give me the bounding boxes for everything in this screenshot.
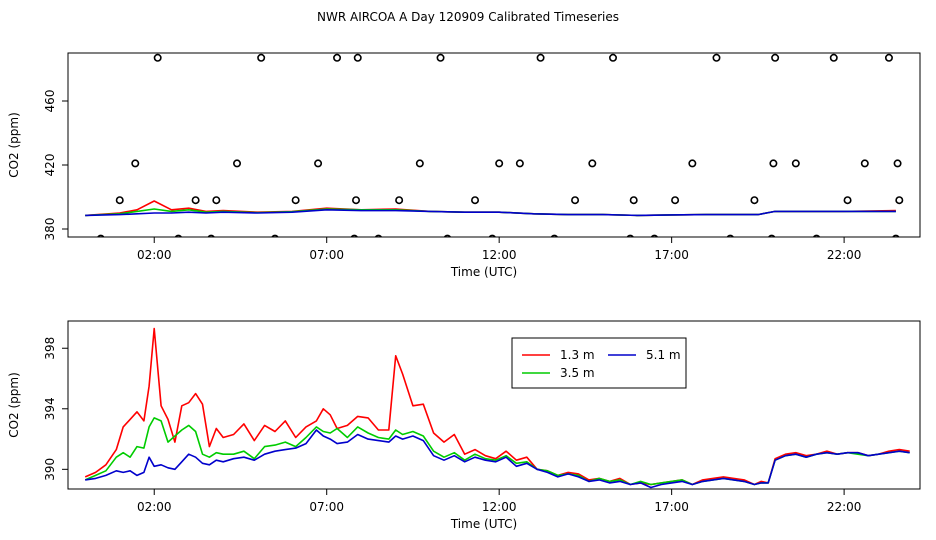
- scatter-point: [843, 196, 852, 205]
- y-tick-label: 460: [43, 90, 57, 113]
- scatter-point: [771, 53, 780, 62]
- legend-box: [511, 337, 687, 389]
- scatter-point: [750, 196, 759, 205]
- plot-frame: [67, 320, 921, 490]
- scatter-point: [131, 159, 140, 168]
- scatter-point: [353, 53, 362, 62]
- scatter-point: [471, 196, 480, 205]
- plot-frame: [67, 52, 921, 238]
- scatter-point: [436, 53, 445, 62]
- scatter-point: [812, 234, 821, 237]
- scatter-point: [712, 53, 721, 62]
- x-axis-title: Time (UTC): [450, 517, 517, 531]
- scatter-point: [271, 234, 279, 237]
- scatter-point: [626, 234, 634, 237]
- scatter-point: [191, 196, 200, 205]
- scatter-point: [726, 234, 734, 237]
- legend-label: 3.5 m: [560, 366, 595, 380]
- y-axis-title: CO2 (ppm): [7, 372, 21, 438]
- scatter-point: [488, 234, 496, 237]
- scatter-point: [688, 159, 697, 168]
- scatter-point: [860, 159, 869, 168]
- legend-label: 1.3 m: [560, 348, 595, 362]
- scatter-point: [174, 234, 183, 237]
- scatter-point: [97, 234, 105, 237]
- y-tick-label: 420: [43, 154, 57, 177]
- scatter-point: [609, 53, 618, 62]
- scatter-point: [884, 53, 893, 62]
- scatter-point: [791, 159, 800, 168]
- x-tick-label: 02:00: [137, 248, 172, 262]
- scatter-point: [892, 234, 900, 237]
- scatter-point: [443, 234, 452, 237]
- y-tick-label: 380: [43, 218, 57, 241]
- scatter-point: [629, 196, 638, 205]
- scatter-point: [333, 53, 342, 62]
- bottom-panel: 02:00 07:00 12:00 17:00 22:00 390 394 398 Time (…: [7, 320, 921, 531]
- scatter-point: [536, 53, 545, 62]
- series-line-3-5-m: [84, 417, 910, 486]
- scatter-point: [550, 234, 559, 237]
- series-line-5-1-m: [85, 209, 896, 217]
- scatter-point: [233, 159, 242, 168]
- scatter-point: [314, 159, 323, 168]
- scatter-point: [415, 159, 424, 168]
- x-tick-label: 07:00: [309, 500, 344, 514]
- x-tick-label: 12:00: [482, 500, 517, 514]
- x-tick-label: 22:00: [827, 248, 862, 262]
- scatter-point: [350, 234, 358, 237]
- y-tick-label: 390: [43, 458, 57, 481]
- scatter-point: [495, 159, 504, 168]
- y-tick-label: 394: [43, 397, 57, 420]
- plot-area: [84, 327, 910, 489]
- scatter-point: [893, 159, 902, 168]
- x-tick-label: 17:00: [654, 500, 689, 514]
- x-tick-label: 02:00: [137, 500, 172, 514]
- x-tick-label: 12:00: [482, 248, 517, 262]
- scatter-point: [352, 196, 361, 205]
- x-axis-title: Time (UTC): [450, 265, 517, 279]
- legend-label: 5.1 m: [646, 348, 681, 362]
- scatter-point: [515, 159, 524, 168]
- scatter-point: [212, 196, 221, 205]
- scatter-point: [257, 53, 266, 62]
- scatter-point: [395, 196, 404, 205]
- series-line-1-3-m: [84, 327, 910, 486]
- scatter-point: [115, 196, 124, 205]
- y-tick-label: 398: [43, 337, 57, 360]
- series-line-5-1-m: [85, 429, 910, 489]
- chart-title: NWR AIRCOA A Day 120909 Calibrated Times…: [317, 10, 619, 24]
- top-panel: 02:00 07:00 12:00 17:00 22:00 380 420 460 Time (…: [7, 52, 921, 279]
- scatter-point: [291, 196, 300, 205]
- plot-area: [85, 53, 904, 237]
- scatter-point: [374, 234, 383, 237]
- scatter-point: [588, 159, 597, 168]
- scatter-point: [650, 234, 659, 237]
- scatter-point: [768, 234, 776, 237]
- scatter-point: [571, 196, 580, 205]
- x-tick-label: 22:00: [827, 500, 862, 514]
- y-axis-title: CO2 (ppm): [7, 112, 21, 178]
- scatter-point: [829, 53, 838, 62]
- x-tick-label: 07:00: [309, 248, 344, 262]
- scatter-point: [769, 159, 778, 168]
- x-tick-label: 17:00: [654, 248, 689, 262]
- scatter-point: [207, 234, 215, 237]
- scatter-point: [895, 196, 904, 205]
- scatter-point: [153, 53, 162, 62]
- scatter-point: [671, 196, 680, 205]
